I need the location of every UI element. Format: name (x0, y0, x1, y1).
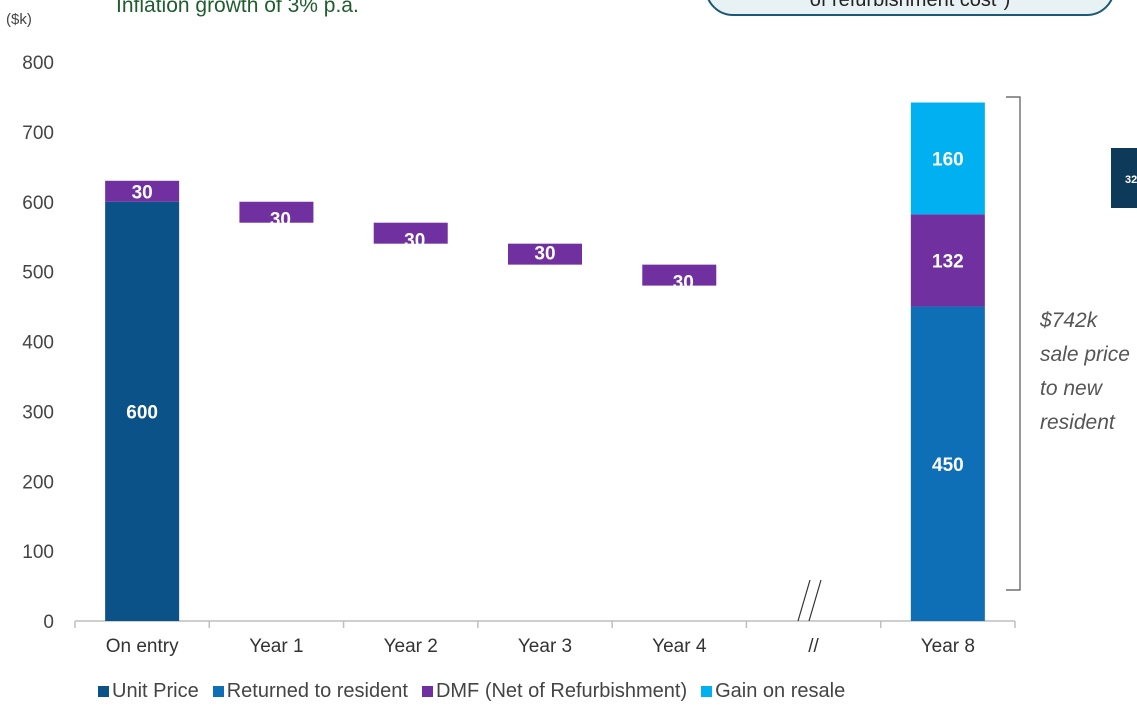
bar-segment (910, 102, 985, 215)
data-label: 132 (932, 251, 964, 272)
page-number-badge: 32 (1111, 148, 1137, 208)
chart-note: Inflation growth of 3% p.a. (116, 0, 359, 17)
y-tick-label: 600 (22, 193, 54, 214)
data-label: 30 (404, 231, 425, 252)
bar-segment (105, 180, 180, 202)
bar-segment (373, 222, 448, 244)
bar-segment (239, 201, 314, 223)
y-tick-label: 700 (22, 123, 54, 144)
data-label: 600 (126, 402, 158, 423)
data-label: 30 (673, 273, 694, 294)
y-tick-label: 500 (22, 263, 54, 284)
legend-swatch (421, 686, 433, 697)
bar-segment (910, 306, 985, 621)
bar-segment (642, 264, 717, 286)
chart-legend: Unit Price Returned to resident DMF (Net o… (98, 680, 845, 703)
bar-segment (105, 201, 180, 621)
legend-item: Unit Price (98, 680, 199, 703)
y-axis-unit-label: ($k) (6, 11, 32, 28)
x-tick-label: // (808, 636, 819, 657)
legend-label: DMF (Net of Refurbishment) (435, 680, 688, 702)
legend-item: Returned to resident (212, 680, 408, 703)
y-tick-label: 400 (22, 333, 54, 354)
y-tick-label: 300 (22, 402, 54, 423)
x-tick-label: Year 2 (384, 636, 438, 657)
legend-label: Returned to resident (226, 680, 408, 702)
y-tick-label: 200 (22, 472, 54, 493)
data-label: 30 (132, 182, 153, 203)
bar-segment (910, 214, 985, 307)
x-tick-label: Year 8 (921, 636, 975, 657)
data-label: 160 (932, 149, 964, 170)
data-label: 450 (932, 455, 964, 476)
data-label: 30 (270, 210, 291, 231)
sale-price-annotation: $742k sale price to new resident (1040, 309, 1130, 434)
legend-swatch (701, 686, 713, 697)
legend-item: DMF (Net of Refurbishment) (421, 680, 688, 703)
data-label: 30 (534, 244, 555, 265)
x-tick-label: Year 1 (249, 636, 303, 657)
x-tick-label: On entry (106, 636, 179, 657)
legend-swatch (98, 686, 109, 697)
legend-item: Gain on resale (701, 680, 845, 703)
legend-swatch (212, 686, 224, 697)
y-tick-label: 100 (22, 542, 54, 563)
bar-segment (508, 243, 582, 265)
legend-label: Unit Price (112, 680, 199, 702)
y-tick-label: 0 (43, 612, 54, 633)
callout-text: of refurbishment cost") (809, 0, 1011, 11)
x-tick-label: Year 3 (518, 636, 572, 657)
legend-label: Gain on resale (715, 680, 846, 702)
year8-bracket (1006, 96, 1021, 591)
axis-break-marker (797, 579, 822, 622)
y-tick-label: 800 (22, 53, 54, 74)
x-tick-label: Year 4 (652, 636, 707, 657)
